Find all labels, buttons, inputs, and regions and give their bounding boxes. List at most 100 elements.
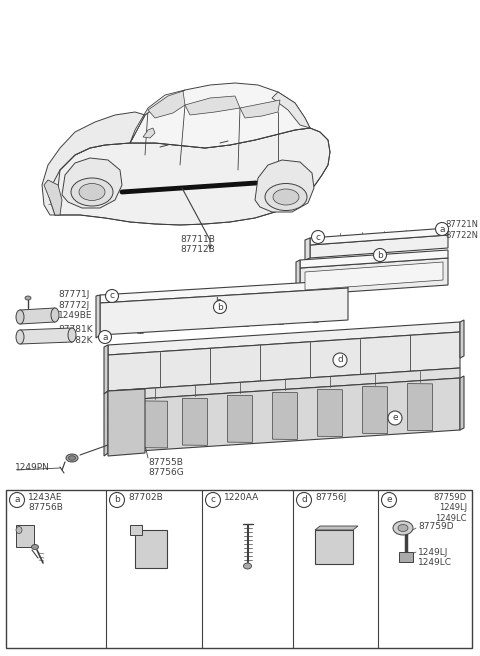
Text: a: a bbox=[439, 224, 445, 234]
Circle shape bbox=[109, 493, 124, 508]
Polygon shape bbox=[182, 398, 207, 445]
FancyBboxPatch shape bbox=[130, 525, 142, 535]
Text: 87721N
87722N: 87721N 87722N bbox=[445, 220, 478, 239]
Polygon shape bbox=[100, 280, 348, 303]
Polygon shape bbox=[408, 384, 432, 430]
Ellipse shape bbox=[69, 456, 75, 461]
Polygon shape bbox=[310, 228, 448, 245]
Circle shape bbox=[312, 230, 324, 243]
Text: 1249BE: 1249BE bbox=[58, 312, 93, 321]
Polygon shape bbox=[317, 390, 343, 436]
Text: 1249PN: 1249PN bbox=[15, 464, 50, 472]
Circle shape bbox=[297, 493, 312, 508]
Polygon shape bbox=[108, 378, 460, 453]
Text: e: e bbox=[386, 495, 392, 504]
FancyBboxPatch shape bbox=[315, 530, 353, 564]
Text: b: b bbox=[217, 302, 223, 312]
Polygon shape bbox=[104, 391, 108, 456]
Text: 87759D
1249LJ
1249LC: 87759D 1249LJ 1249LC bbox=[434, 493, 467, 523]
Polygon shape bbox=[305, 238, 310, 260]
Polygon shape bbox=[130, 90, 185, 143]
Polygon shape bbox=[240, 100, 280, 118]
Polygon shape bbox=[104, 345, 108, 394]
Ellipse shape bbox=[71, 178, 113, 206]
Ellipse shape bbox=[16, 310, 24, 324]
Polygon shape bbox=[460, 320, 464, 358]
Text: a: a bbox=[102, 333, 108, 342]
Text: 87756J: 87756J bbox=[315, 493, 347, 502]
Polygon shape bbox=[296, 260, 300, 298]
Text: 87759D: 87759D bbox=[418, 522, 454, 531]
Polygon shape bbox=[185, 96, 240, 115]
Polygon shape bbox=[273, 392, 298, 440]
Circle shape bbox=[106, 289, 119, 302]
Circle shape bbox=[98, 331, 111, 344]
Polygon shape bbox=[300, 250, 448, 268]
FancyBboxPatch shape bbox=[135, 530, 167, 568]
Polygon shape bbox=[143, 128, 155, 138]
Text: b: b bbox=[377, 252, 383, 262]
Ellipse shape bbox=[393, 521, 413, 535]
Polygon shape bbox=[148, 91, 185, 118]
Circle shape bbox=[435, 222, 448, 236]
Text: a: a bbox=[14, 495, 20, 504]
Circle shape bbox=[373, 249, 386, 262]
Polygon shape bbox=[44, 180, 62, 215]
Text: c: c bbox=[315, 232, 321, 241]
Polygon shape bbox=[255, 160, 314, 212]
Text: 1243AE
87756B: 1243AE 87756B bbox=[28, 493, 63, 512]
Polygon shape bbox=[20, 328, 72, 344]
Ellipse shape bbox=[265, 184, 307, 211]
Text: 1220AA: 1220AA bbox=[224, 493, 259, 502]
Ellipse shape bbox=[68, 328, 76, 342]
Text: d: d bbox=[301, 495, 307, 504]
Polygon shape bbox=[143, 401, 168, 448]
Polygon shape bbox=[62, 158, 122, 208]
Text: b: b bbox=[114, 495, 120, 504]
Circle shape bbox=[205, 493, 220, 508]
Polygon shape bbox=[20, 308, 55, 324]
FancyBboxPatch shape bbox=[399, 552, 413, 562]
Ellipse shape bbox=[16, 527, 22, 533]
FancyBboxPatch shape bbox=[16, 525, 34, 547]
Circle shape bbox=[382, 493, 396, 508]
Text: 87751D
87752D: 87751D 87752D bbox=[402, 260, 438, 279]
Ellipse shape bbox=[32, 544, 38, 550]
Circle shape bbox=[333, 353, 347, 367]
Polygon shape bbox=[305, 262, 443, 290]
Text: 87781K
87782K: 87781K 87782K bbox=[58, 325, 93, 344]
Ellipse shape bbox=[51, 308, 59, 322]
Text: c: c bbox=[211, 495, 216, 504]
Text: 1249LJ
1249LC: 1249LJ 1249LC bbox=[418, 548, 452, 567]
Text: e: e bbox=[392, 413, 398, 422]
Ellipse shape bbox=[66, 454, 78, 462]
Polygon shape bbox=[315, 526, 358, 530]
Polygon shape bbox=[300, 258, 448, 295]
Text: c: c bbox=[109, 291, 115, 300]
Text: d: d bbox=[337, 356, 343, 365]
Polygon shape bbox=[362, 386, 387, 434]
Ellipse shape bbox=[25, 296, 31, 300]
Ellipse shape bbox=[79, 184, 105, 201]
Ellipse shape bbox=[16, 330, 24, 344]
Text: b: b bbox=[215, 297, 221, 307]
Polygon shape bbox=[108, 389, 145, 456]
Text: 87702B: 87702B bbox=[128, 493, 163, 502]
Circle shape bbox=[388, 411, 402, 425]
Circle shape bbox=[10, 493, 24, 508]
Polygon shape bbox=[108, 322, 460, 355]
Text: 87755B
87756G: 87755B 87756G bbox=[148, 458, 184, 478]
Polygon shape bbox=[42, 112, 145, 215]
Polygon shape bbox=[272, 92, 310, 128]
Polygon shape bbox=[50, 128, 330, 225]
Ellipse shape bbox=[398, 525, 408, 531]
Text: 87711B
87712B: 87711B 87712B bbox=[180, 235, 216, 255]
Text: b: b bbox=[377, 251, 383, 260]
Text: 87771J
87772J: 87771J 87772J bbox=[58, 291, 89, 310]
Polygon shape bbox=[96, 295, 100, 338]
Circle shape bbox=[214, 300, 227, 314]
Polygon shape bbox=[108, 332, 460, 391]
Polygon shape bbox=[130, 83, 310, 148]
Polygon shape bbox=[108, 368, 460, 401]
Polygon shape bbox=[310, 235, 448, 258]
